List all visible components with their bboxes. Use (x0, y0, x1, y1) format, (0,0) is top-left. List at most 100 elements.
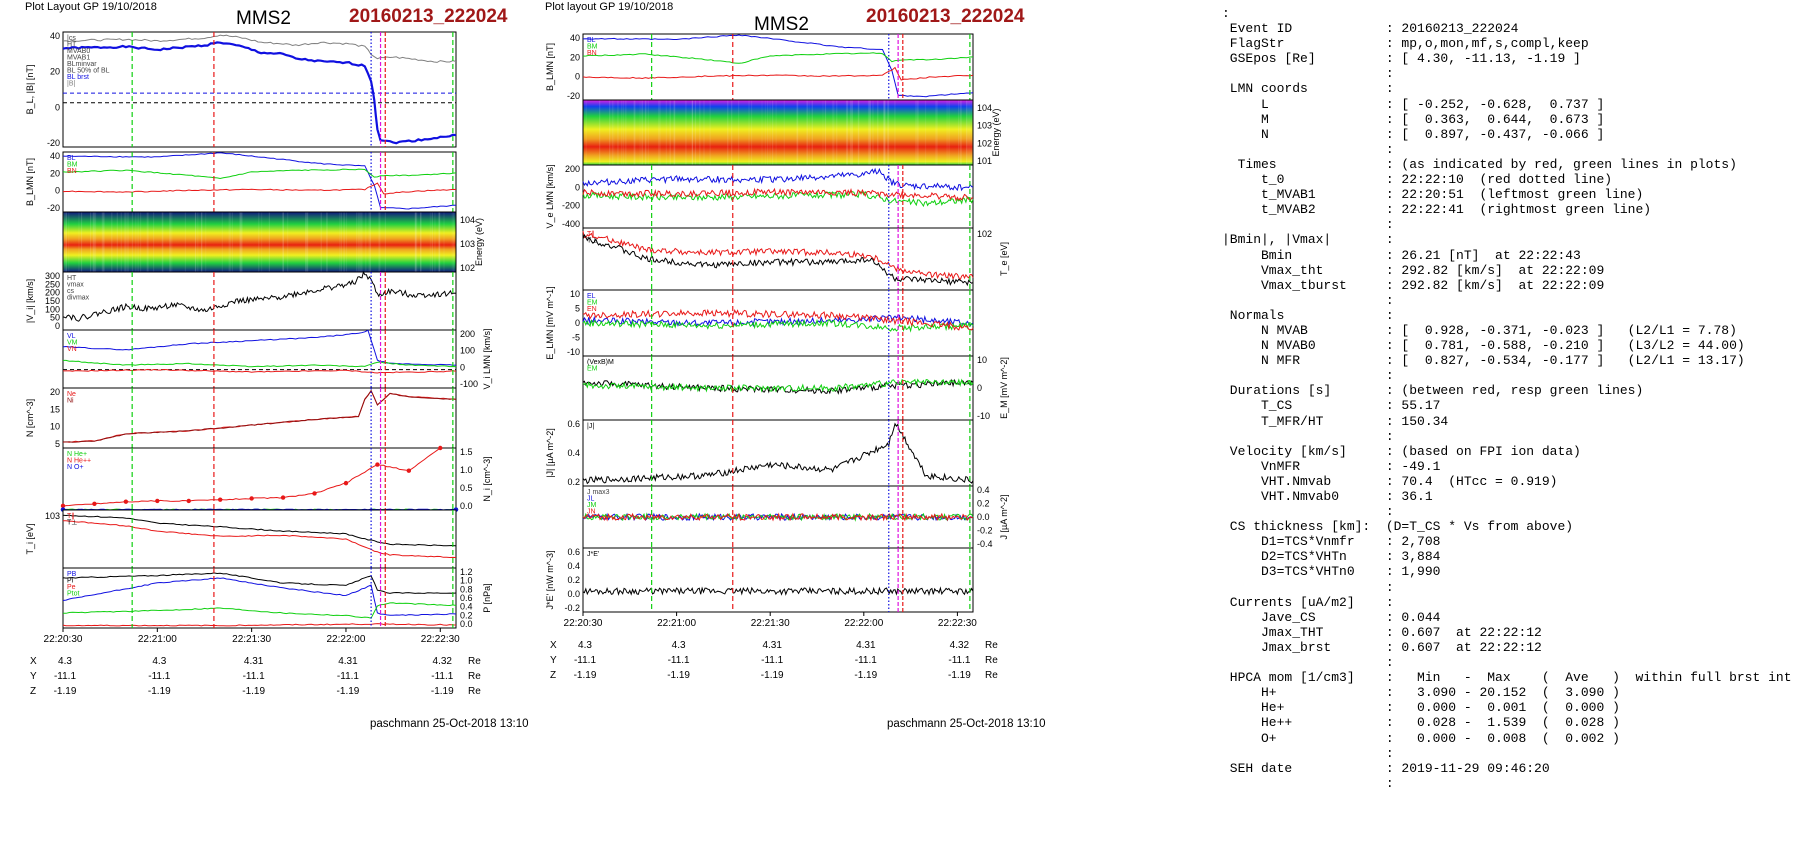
spectrogram (63, 212, 456, 272)
summary-line: Jmax_brst : 0.607 at 22:22:12 (1261, 639, 1542, 655)
spectrogram-texture (261, 212, 263, 272)
summary-line: : (1385, 66, 1394, 82)
spectrogram-texture (305, 212, 307, 272)
tick-label: -0.2 (977, 526, 993, 536)
panel-right-6: 0.6 0.4 0.2 |J| [µA m^-2] |J| (545, 419, 974, 487)
left-spacecraft-title: MMS2 (236, 8, 291, 29)
spectrogram-texture (657, 100, 660, 165)
spectrogram-texture (771, 100, 774, 165)
legend-entry: HT (67, 42, 77, 49)
position-label: Z (30, 686, 36, 697)
series-line (582, 230, 974, 281)
spectrogram-texture (369, 212, 372, 272)
legend-entry: BLminvar (67, 61, 97, 68)
axis-label: J*E' [nW m^-3] (545, 551, 555, 610)
spectrogram-texture (611, 100, 613, 165)
spectrogram-texture (764, 100, 767, 165)
spectrogram-texture (685, 100, 687, 165)
tick-label: 20 (50, 387, 60, 397)
spectrogram-texture (231, 212, 233, 272)
spectrogram-texture (971, 100, 973, 165)
legend-entry: vmax (67, 282, 84, 289)
tick-label: 100 (460, 346, 475, 356)
spectrogram-texture (691, 100, 693, 165)
series-line (63, 520, 457, 559)
legend-entry: JM (587, 502, 597, 509)
spectrogram-texture (139, 212, 142, 272)
series-line (62, 41, 457, 145)
position-unit: Re (985, 670, 998, 681)
tick-label: 10 (977, 355, 987, 365)
spectrogram-texture (78, 212, 80, 272)
spectrogram-texture (241, 212, 243, 272)
tick-label: 0 (575, 318, 580, 328)
legend-entry: PB (67, 571, 77, 578)
tick-label: 0.0 (567, 589, 580, 599)
spectrogram-texture (775, 100, 777, 165)
tick-label: 0 (575, 182, 580, 192)
spectrogram-texture (946, 100, 948, 165)
position-value: 4.32 (433, 656, 453, 667)
tick-label: 0.4 (567, 561, 580, 571)
summary-line: Normals : (1229, 307, 1394, 323)
legend-entry: (VexB)M (587, 359, 614, 366)
summary-line: T_MFR/HT : 150.34 (1261, 413, 1449, 429)
legend-entry: BL 50% of BL (67, 68, 110, 75)
axis-label: J [µA m^-2] (999, 495, 1009, 540)
spectrogram-texture (361, 212, 363, 272)
summary-line: : (1222, 6, 1230, 21)
spectrogram-texture (453, 212, 455, 272)
spectrogram-texture (65, 212, 67, 272)
tick-label: 0.4 (567, 448, 580, 458)
position-value: -1.19 (854, 670, 877, 681)
spectrogram-texture (669, 100, 671, 165)
spectrogram-texture (429, 212, 431, 272)
legend-entry: Ni (67, 398, 74, 405)
position-label: X (30, 656, 37, 667)
position-value: -11.1 (668, 655, 690, 666)
data-point (249, 496, 254, 501)
axis-label: N_i [cm^-3] (482, 456, 492, 501)
legend-entry: |cs (67, 35, 76, 42)
spectrogram (583, 100, 973, 165)
spectrogram-texture (103, 212, 105, 272)
spectrogram-texture (822, 100, 824, 165)
spectrogram-texture (305, 212, 307, 272)
spectrogram-texture (146, 212, 148, 272)
spectrogram-texture (851, 100, 853, 165)
spectrogram-texture (205, 212, 207, 272)
panel-left-0: 40 20 0 -20 B_L, |B| [nT] |csHTMVAB0MVAB1BLmi… (25, 31, 457, 148)
spectrogram-texture (137, 212, 139, 272)
summary-line: CS thickness [km]: (D=T_CS * Vs from abo… (1229, 519, 1574, 535)
spectrogram-texture (659, 100, 661, 165)
summary-line: VHT.Nmvab : 70.4 (HTcc = 0.919) (1261, 473, 1558, 489)
spectrogram-texture (439, 212, 441, 272)
legend-entry: BL brst (67, 74, 89, 81)
spectrogram-texture (738, 100, 740, 165)
series-line (582, 422, 974, 485)
data-point (218, 497, 223, 502)
summary-line: |Bmin|, |Vmax| : (1222, 232, 1394, 248)
summary-line: GSEpos [Re] : [ 4.30, -11.13, -1.19 ] (1229, 51, 1581, 67)
tick-label: -200 (562, 201, 580, 211)
spectrogram-texture (379, 212, 381, 272)
spectrogram-texture (645, 100, 647, 165)
spectrogram-texture (869, 100, 871, 165)
data-point (60, 503, 66, 509)
data-point (343, 480, 349, 486)
spectrogram-texture (783, 100, 785, 165)
position-value: 4.31 (244, 656, 264, 667)
spectrogram-texture (965, 100, 968, 165)
time-tick-label: 22:22:00 (844, 618, 883, 629)
spectrogram-texture (368, 212, 370, 272)
tick-label: 103 (460, 239, 475, 249)
summary-line: : (1385, 217, 1394, 233)
summary-line: Velocity [km/s] : (based on FPI ion data… (1229, 443, 1581, 459)
tick-label: -0.4 (977, 539, 993, 549)
spectrogram-texture (806, 100, 808, 165)
position-label: Z (550, 670, 556, 681)
panel-frame (62, 509, 457, 569)
